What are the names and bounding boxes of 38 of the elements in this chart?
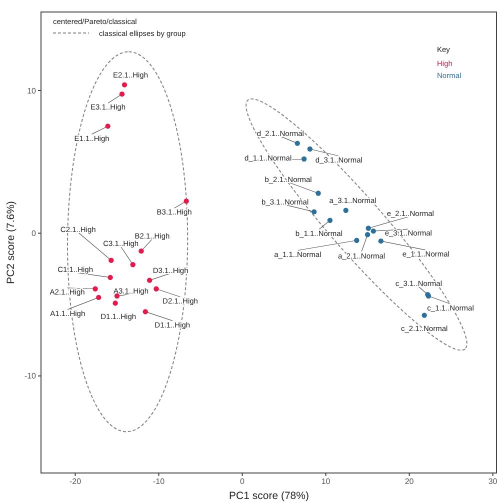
x-tick-label: -10 bbox=[152, 477, 166, 486]
point bbox=[184, 198, 189, 204]
point bbox=[96, 294, 102, 300]
point bbox=[422, 312, 427, 318]
point bbox=[327, 218, 333, 223]
point bbox=[370, 228, 376, 234]
y-axis-title: PC2 score (7.6%) bbox=[5, 201, 17, 284]
point bbox=[366, 226, 371, 231]
point bbox=[378, 238, 384, 244]
point bbox=[354, 238, 360, 243]
point bbox=[119, 91, 125, 97]
point bbox=[142, 309, 148, 314]
point bbox=[154, 286, 159, 292]
point bbox=[343, 208, 348, 213]
x-axis-title: PC1 score (78%) bbox=[229, 490, 309, 502]
point bbox=[105, 124, 110, 129]
point bbox=[364, 232, 370, 238]
point bbox=[108, 258, 114, 263]
point bbox=[108, 274, 113, 280]
point bbox=[130, 262, 136, 268]
point bbox=[312, 209, 317, 214]
y-tick-label: -10 bbox=[24, 372, 37, 381]
point bbox=[307, 146, 313, 152]
x-tick-label: 0 bbox=[240, 477, 246, 486]
point bbox=[112, 300, 118, 306]
point bbox=[138, 248, 144, 254]
x-tick-label: 30 bbox=[488, 477, 497, 486]
point bbox=[146, 278, 152, 283]
point bbox=[122, 82, 128, 88]
x-tick-label: 20 bbox=[404, 477, 414, 486]
y-tick-label: 10 bbox=[27, 86, 37, 96]
x-tick-label: -20 bbox=[69, 477, 82, 486]
point bbox=[294, 140, 300, 146]
point bbox=[316, 190, 321, 196]
x-tick-label: 10 bbox=[321, 477, 331, 486]
point bbox=[92, 286, 98, 292]
y-tick-label: 0 bbox=[32, 229, 37, 238]
point bbox=[301, 156, 307, 162]
